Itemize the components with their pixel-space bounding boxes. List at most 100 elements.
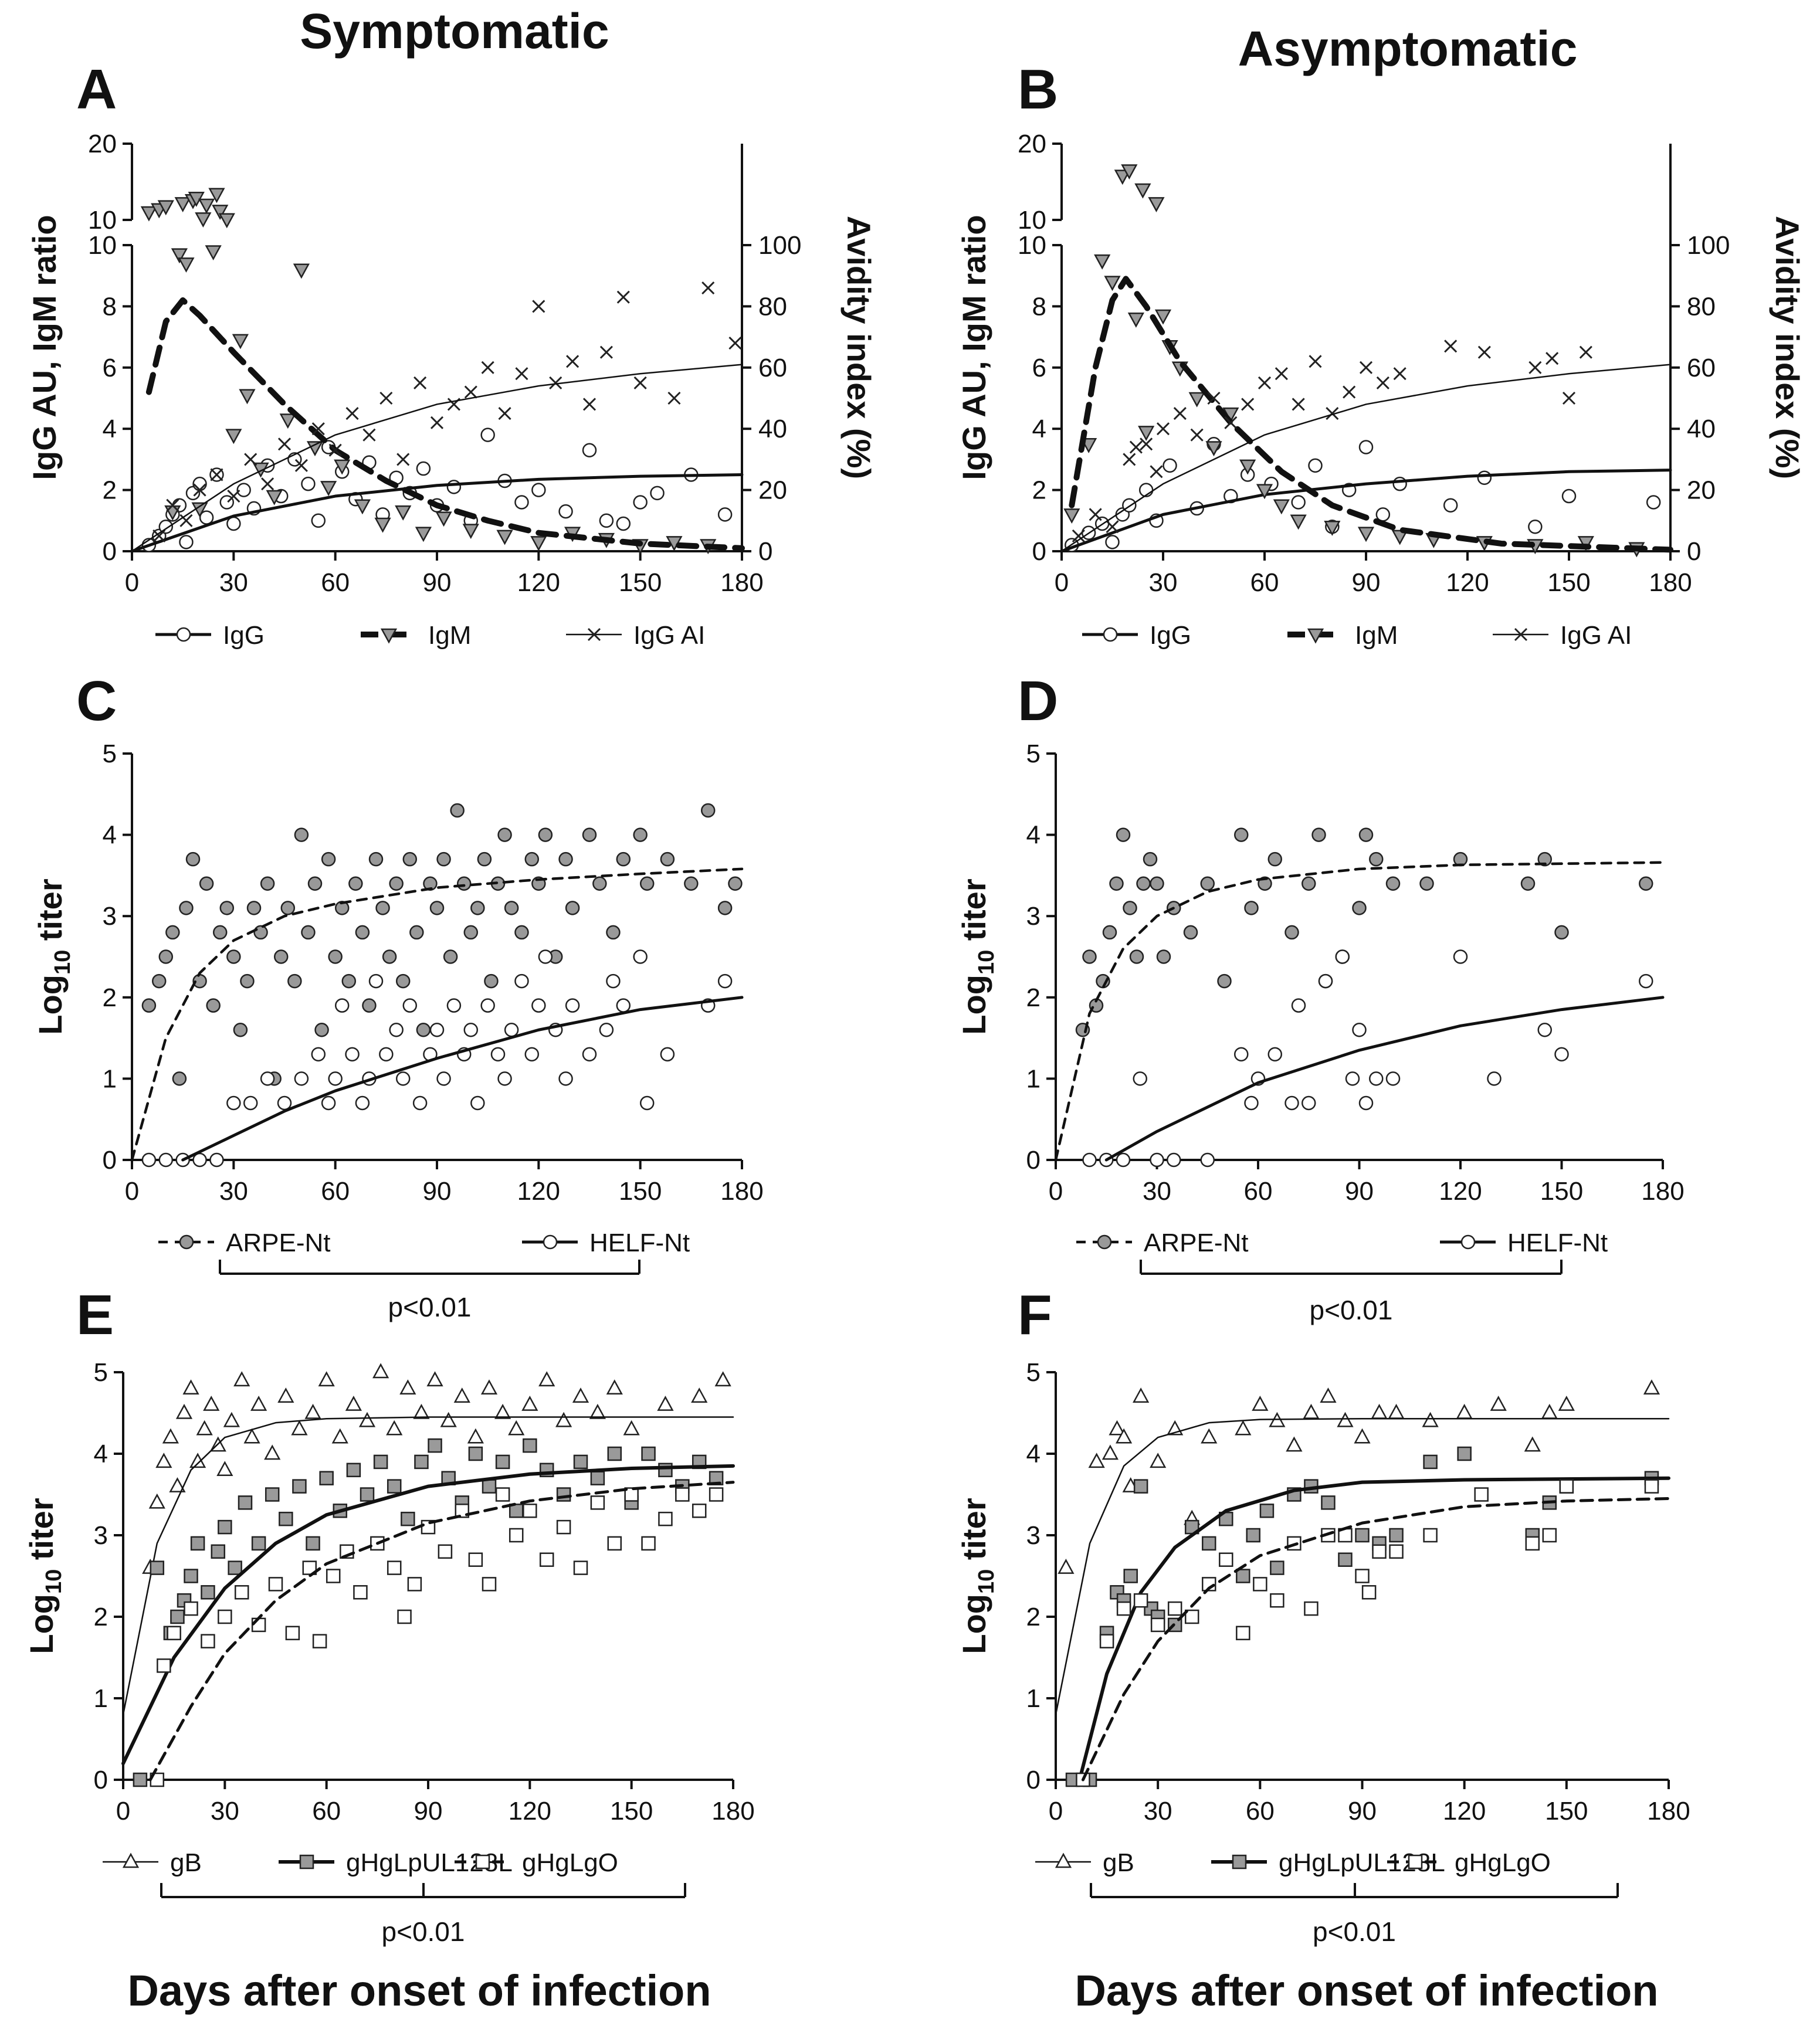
legend-label: IgM (428, 621, 471, 650)
data-point (1156, 422, 1170, 436)
data-point (253, 925, 268, 940)
x-tick-label: 0 (116, 1797, 130, 1826)
data-point (1385, 1071, 1401, 1086)
y2-tick-label: 20 (1687, 476, 1716, 505)
data-point (328, 949, 343, 964)
legend-label: ARPE-Nt (1144, 1229, 1248, 1257)
data-point (232, 334, 249, 350)
data-point (1104, 276, 1121, 291)
x-tick-label: 90 (1345, 1177, 1374, 1206)
data-point (1541, 1403, 1558, 1419)
x-tick-label: 120 (1446, 568, 1489, 597)
data-point (277, 1095, 292, 1111)
data-point (240, 973, 255, 989)
legend-label: IgM (1355, 621, 1398, 650)
data-point (341, 973, 357, 989)
data-point (158, 1152, 174, 1168)
data-point (1646, 495, 1661, 510)
data-point (1154, 309, 1172, 325)
data-point (167, 1626, 181, 1641)
data-point (440, 1412, 457, 1427)
data-point (238, 1495, 253, 1510)
series-helf-nt (1082, 949, 1665, 1168)
legend-label: IgG (1150, 621, 1191, 650)
data-point (314, 1022, 329, 1037)
data-point (206, 998, 221, 1013)
data-point (446, 480, 462, 494)
data-point (1477, 345, 1491, 359)
data-point (426, 1371, 443, 1387)
data-point (1106, 520, 1119, 534)
data-point (728, 336, 742, 350)
data-point (191, 502, 208, 518)
data-point (1167, 1152, 1181, 1168)
legend-label: IgG AI (1560, 621, 1632, 650)
data-point (1267, 851, 1282, 867)
data-point (430, 416, 444, 429)
data-point (1284, 1095, 1299, 1111)
data-point (1190, 428, 1204, 442)
data-point (481, 361, 494, 374)
x-tick-label: 180 (1649, 568, 1692, 597)
data-point (226, 1095, 241, 1111)
data-point (1443, 498, 1458, 513)
data-point (265, 1487, 280, 1502)
data-point (318, 1371, 335, 1387)
data-point (660, 851, 675, 867)
data-point (700, 803, 716, 818)
data-point (1188, 392, 1205, 408)
data-point (291, 1420, 308, 1436)
data-point (1099, 1634, 1114, 1648)
y-tick-label: 1 (94, 1684, 108, 1713)
data-point (538, 827, 553, 842)
legend-marker (1097, 1234, 1112, 1250)
data-point (211, 1544, 226, 1559)
legend: ARPE-Nt HELF-Nt (1076, 1229, 1608, 1257)
y2-tick-label: 80 (758, 292, 787, 321)
y2-tick-label: 0 (758, 537, 772, 566)
data-point (407, 1577, 422, 1592)
data-point (463, 925, 479, 940)
data-point (414, 376, 427, 389)
data-point (1359, 361, 1373, 374)
panel-d: D 0 30 60 90 120 150 180 0 1 2 3 4 5 Log10 titer ARPE-N… (955, 670, 1685, 1325)
data-point (1542, 1528, 1557, 1543)
data-point (266, 490, 283, 505)
data-point (523, 1438, 537, 1453)
data-point (692, 1504, 707, 1518)
data-point (1389, 1544, 1404, 1559)
data-point (1102, 1444, 1119, 1460)
data-point (453, 1387, 470, 1403)
y-tick-label: 0 (1026, 1766, 1041, 1794)
data-point (354, 499, 371, 515)
data-point (233, 1022, 248, 1037)
data-point (1202, 1536, 1216, 1551)
data-point (1121, 164, 1138, 180)
y2-tick-label: 40 (1687, 415, 1716, 443)
data-point (334, 459, 351, 475)
p-value-annotation: p<0.01 (1310, 1295, 1393, 1325)
panel-a: A0 30 60 90 120 150 18002468101020020406080100… (26, 58, 877, 650)
legend-marker (587, 627, 601, 642)
x-tick-label: 90 (414, 1797, 443, 1826)
data-point (362, 998, 377, 1013)
data-point (355, 1095, 370, 1111)
data-point (285, 1626, 300, 1641)
y-break-tick-label: 20 (88, 130, 117, 158)
data-point (396, 453, 410, 466)
legend-label: gHgLgO (1455, 1848, 1551, 1877)
data-point (1477, 470, 1492, 485)
data-point (532, 300, 545, 313)
data-point (184, 1569, 198, 1583)
data-point (606, 925, 621, 940)
y-tick-label: 0 (1032, 537, 1046, 566)
data-point (531, 483, 546, 497)
data-point (345, 407, 359, 420)
data-point (312, 1634, 327, 1648)
y-tick-label: 6 (103, 354, 117, 382)
data-point (1537, 1022, 1552, 1037)
data-point (179, 901, 194, 915)
data-point (1419, 876, 1434, 891)
data-point (717, 901, 733, 915)
data-point (375, 901, 390, 915)
